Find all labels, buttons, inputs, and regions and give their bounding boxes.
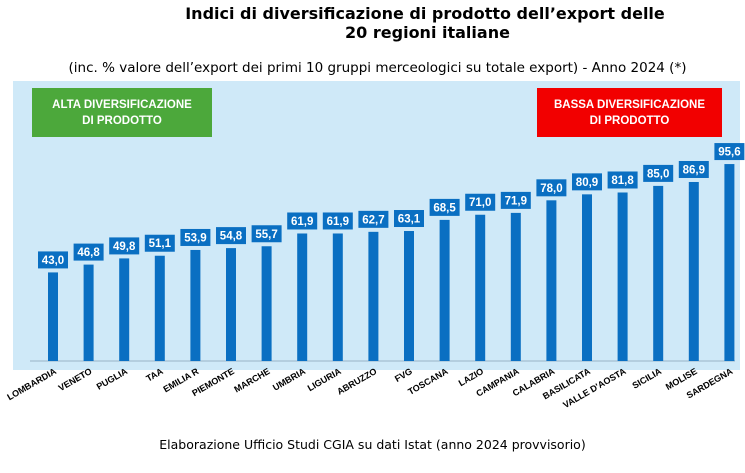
- data-label-box: [678, 160, 709, 178]
- data-label-box: [394, 210, 424, 228]
- data-label-box: [322, 212, 353, 230]
- bar-marche: [261, 246, 272, 361]
- data-label-box: [287, 212, 318, 230]
- low-diversification-badge: BASSA DIVERSIFICAZIONE DI PRODOTTO: [537, 88, 722, 137]
- category-label: PUGLIA: [95, 366, 130, 392]
- bar-emilia-r: [190, 249, 201, 361]
- data-label-box: [251, 225, 282, 243]
- data-label: 43,0: [42, 255, 64, 267]
- category-label: TAA: [144, 366, 165, 384]
- data-label: 62,7: [362, 214, 384, 226]
- bar-lazio: [475, 214, 486, 361]
- data-label-box: [38, 251, 68, 269]
- data-label: 95,6: [718, 147, 740, 159]
- data-label: 86,9: [683, 164, 705, 176]
- data-label-box: [536, 179, 567, 197]
- data-label-box: [109, 237, 140, 255]
- category-label: VENETO: [57, 366, 94, 393]
- category-label: ABRUZZO: [335, 366, 378, 397]
- bar-taa: [154, 255, 165, 361]
- data-label: 61,9: [327, 216, 349, 228]
- bar-campania: [510, 212, 521, 361]
- category-label: LOMBARDIA: [5, 366, 58, 402]
- bar-fvg: [404, 231, 414, 361]
- bar-umbria: [297, 233, 308, 361]
- data-label: 61,9: [291, 216, 313, 228]
- data-label-box: [216, 227, 246, 245]
- data-label: 71,9: [505, 195, 527, 207]
- category-label: VALLE D'AOSTA: [561, 366, 628, 410]
- data-label: 71,0: [469, 197, 491, 209]
- data-label: 49,8: [113, 241, 136, 253]
- bar-puglia: [119, 258, 130, 361]
- data-label-box: [358, 210, 389, 228]
- data-label: 80,9: [576, 177, 598, 189]
- bar-sardegna: [724, 164, 735, 361]
- category-label: FVG: [393, 366, 414, 384]
- data-label-box: [607, 171, 638, 189]
- bar-lombardia: [48, 272, 58, 361]
- data-label-box: [572, 173, 602, 191]
- data-label: 54,8: [220, 231, 243, 243]
- data-label: 78,0: [540, 183, 562, 195]
- bar-valle-d-aosta: [617, 192, 628, 361]
- chart-subtitle: (inc. % valore dell’export dei primi 10 …: [68, 60, 687, 76]
- category-label: TOSCANA: [406, 366, 450, 397]
- bar-abruzzo: [368, 231, 379, 361]
- chart-title: Indici di diversificazione di prodotto d…: [0, 4, 745, 42]
- category-label: MARCHE: [232, 366, 271, 394]
- data-label: 85,0: [647, 168, 669, 180]
- data-label: 46,8: [77, 247, 100, 259]
- category-label: SICILIA: [630, 366, 663, 391]
- data-label: 68,5: [433, 202, 456, 214]
- data-label-box: [429, 198, 460, 216]
- data-label-box: [465, 193, 496, 211]
- bar-sicilia: [653, 185, 664, 361]
- data-label: 53,9: [184, 232, 206, 244]
- data-label: 63,1: [398, 214, 421, 226]
- data-label-box: [714, 143, 745, 161]
- data-label-box: [643, 164, 674, 182]
- data-label: 51,1: [149, 238, 172, 250]
- high-diversification-badge: ALTA DIVERSIFICAZIONE DI PRODOTTO: [32, 88, 212, 137]
- chart-title-line-1: Indici di diversificazione di prodotto d…: [185, 4, 665, 23]
- source-note: Elaborazione Ufficio Studi CGIA su dati …: [159, 437, 586, 452]
- data-label: 55,7: [255, 229, 277, 241]
- bar-piemonte: [226, 248, 236, 361]
- bar-basilicata: [582, 194, 592, 361]
- data-label-box: [180, 228, 211, 246]
- data-label-box: [144, 234, 175, 252]
- category-label: UMBRIA: [271, 366, 308, 393]
- bar-veneto: [83, 264, 94, 361]
- chart-title-line-2: 20 regioni italiane: [345, 23, 510, 42]
- data-label-box: [73, 243, 104, 261]
- bar-calabria: [546, 200, 557, 361]
- data-label: 81,8: [611, 175, 634, 187]
- category-label: LAZIO: [457, 366, 485, 388]
- bar-molise: [688, 181, 699, 361]
- bar-toscana: [439, 219, 450, 361]
- data-label-box: [500, 191, 531, 209]
- bar-liguria: [332, 233, 343, 361]
